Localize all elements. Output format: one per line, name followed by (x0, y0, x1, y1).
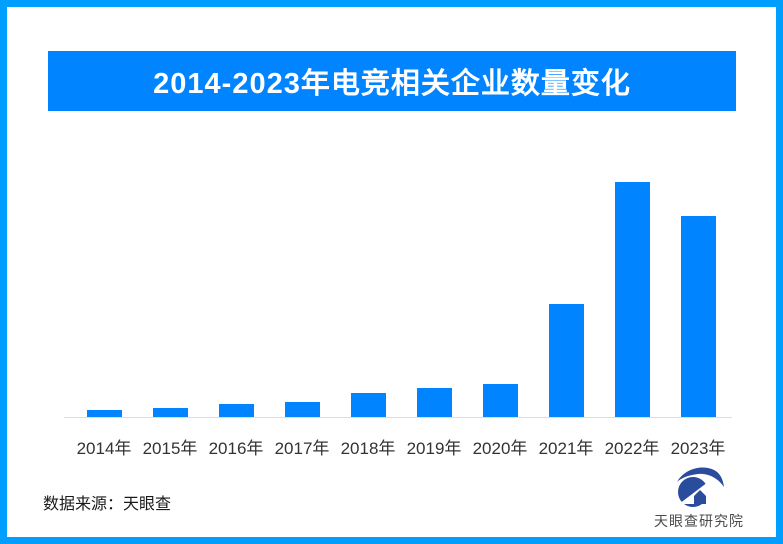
bar-2016年 (218, 404, 254, 417)
brand-block: 天眼查研究院 (647, 465, 751, 531)
bar-column (335, 167, 401, 417)
bar-2020年 (482, 384, 518, 417)
x-axis-label: 2018年 (340, 439, 396, 458)
tianyancha-logo-icon (677, 467, 724, 507)
x-axis-label: 2016年 (208, 439, 264, 458)
bar-column (269, 167, 335, 417)
chart-title: 2014-2023年电竞相关企业数量变化 (153, 68, 631, 100)
x-axis-label: 2023年 (670, 439, 726, 458)
bar-column (137, 167, 203, 417)
bar-column (203, 167, 269, 417)
bar-column (665, 167, 731, 417)
bar-column (467, 167, 533, 417)
x-axis-label: 2017年 (274, 439, 330, 458)
bar-chart (71, 167, 731, 417)
bar-column (533, 167, 599, 417)
data-source-label: 数据来源：天眼查 (43, 496, 172, 513)
title-banner: 2014-2023年电竞相关企业数量变化 (48, 51, 736, 111)
bar-2023年 (680, 216, 716, 417)
bar-2021年 (548, 304, 584, 417)
x-axis-labels: 2014年 2015年 2016年 2017年 2018年 2019年 2020年 2021年… (71, 434, 731, 459)
brand-name: 天眼查研究院 (654, 513, 744, 529)
x-axis-label: 2014年 (76, 439, 132, 458)
bar-2018年 (350, 393, 386, 417)
x-axis-label: 2020年 (472, 439, 528, 458)
bar-2019年 (416, 388, 452, 417)
x-axis-label: 2015年 (142, 439, 198, 458)
x-axis-label: 2021年 (538, 439, 594, 458)
x-axis-line (64, 417, 732, 418)
bar-2015年 (152, 408, 188, 417)
bar-column (401, 167, 467, 417)
bar-2022年 (614, 182, 650, 417)
bar-2017年 (284, 402, 320, 417)
x-axis-label: 2022年 (604, 439, 660, 458)
bar-column (71, 167, 137, 417)
x-axis-label: 2019年 (406, 439, 462, 458)
bar-2014年 (86, 410, 122, 417)
bar-column (599, 167, 665, 417)
